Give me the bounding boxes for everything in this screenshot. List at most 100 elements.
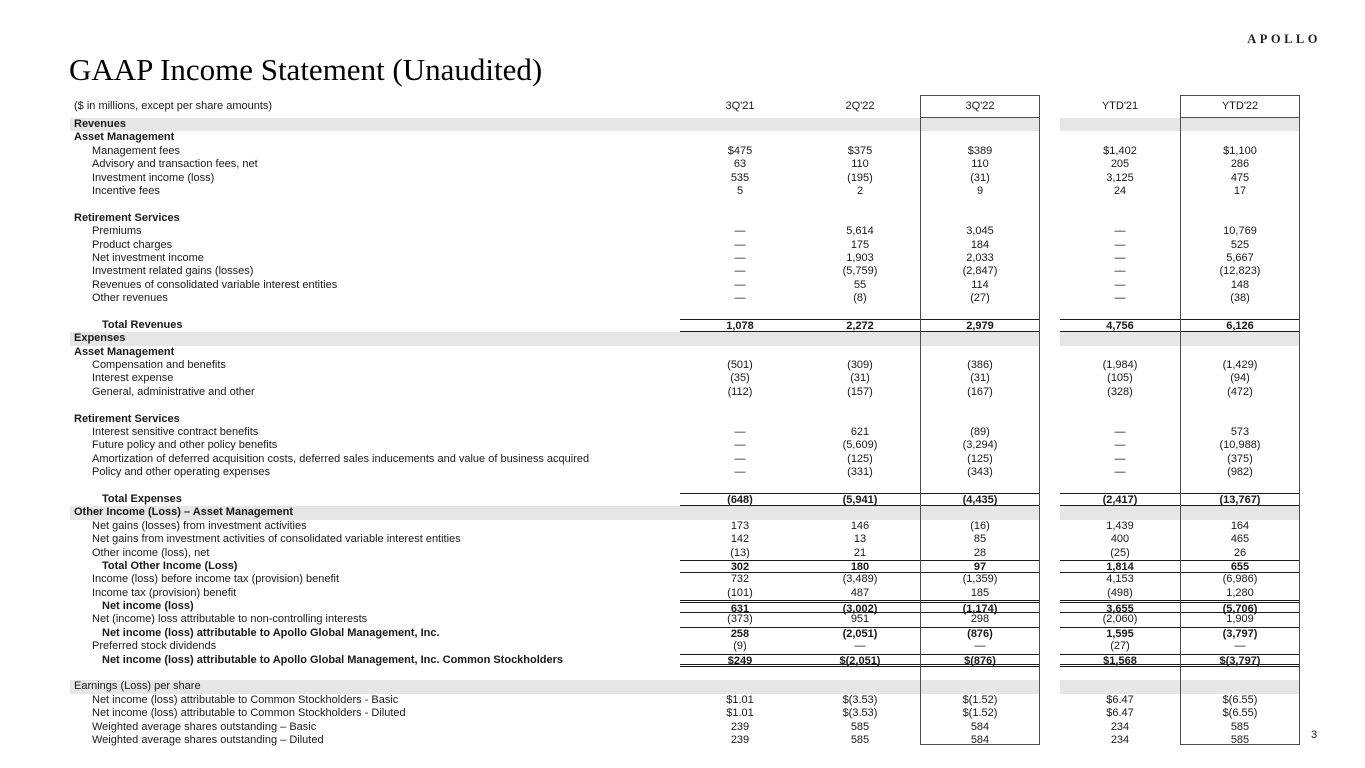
value-cell <box>1180 680 1300 694</box>
table-row: Total Revenues 1,078 2,272 2,979 4,756 6,126 <box>70 318 1300 333</box>
value-cell <box>800 667 920 680</box>
value-cell: 302 <box>680 559 800 574</box>
value-cell <box>680 680 800 694</box>
value-cell: 2,033 <box>966 251 994 264</box>
row-label: Income tax (provision) benefit <box>92 586 237 599</box>
value-cell: $(1.52) <box>962 693 998 706</box>
column-gutter <box>1040 372 1060 385</box>
value-cell <box>920 680 1040 694</box>
table-body: Revenues Asset Management Management fees $… <box>70 118 1300 747</box>
value-cell: (125) <box>967 452 993 465</box>
value-cell <box>800 332 920 346</box>
value-cell <box>1060 480 1180 493</box>
value-cell: — <box>1234 640 1246 653</box>
value-cell: — <box>734 425 746 438</box>
value-cell: 239 <box>730 720 750 733</box>
value-cell: (328) <box>1107 385 1133 398</box>
value-cell <box>680 346 800 359</box>
value-cell: 63 <box>733 158 747 171</box>
row-label: Net gains from investment activities of … <box>92 533 461 546</box>
table-row: Preferred stock dividends (9) — — (27) — <box>70 640 1300 653</box>
value-cell: (35) <box>730 372 750 385</box>
column-gutter <box>1040 707 1060 720</box>
table-row: Investment income (loss) 535 (195) (31) 3,12… <box>70 172 1300 185</box>
table-row: Management fees $475 $375 $389 $1,402 $1,100 <box>70 145 1300 158</box>
value-cell: 239 <box>730 733 750 746</box>
value-cell <box>680 506 800 520</box>
value-cell: — <box>734 452 746 465</box>
value-cell: 585 <box>850 720 870 733</box>
value-cell: 2,979 <box>920 318 1040 333</box>
value-cell: 146 <box>850 519 870 532</box>
row-label: Weighted average shares outstanding – Di… <box>92 733 324 746</box>
column-gutter <box>1040 332 1060 346</box>
column-gutter <box>1040 359 1060 372</box>
column-gutter <box>1040 426 1060 439</box>
column-gutter <box>1040 185 1060 198</box>
value-cell: 173 <box>730 519 750 532</box>
column-gutter <box>1040 640 1060 653</box>
column-gutter <box>1040 680 1060 694</box>
value-cell <box>1060 332 1180 346</box>
value-cell: 2 <box>856 184 864 197</box>
column-header-ytd21: YTD'21 <box>1101 100 1139 112</box>
value-cell <box>1180 413 1300 426</box>
value-cell: (195) <box>847 171 873 184</box>
value-cell <box>680 667 800 680</box>
value-cell: 13 <box>853 533 867 546</box>
column-gutter <box>1040 493 1060 506</box>
value-cell <box>1180 305 1300 318</box>
value-cell: $(6.55) <box>1222 707 1258 720</box>
column-gutter <box>1040 131 1060 144</box>
column-gutter <box>1040 239 1060 252</box>
column-gutter <box>1040 265 1060 278</box>
value-cell: $6.47 <box>1106 707 1134 720</box>
value-cell <box>1060 413 1180 426</box>
value-cell: (5,609) <box>842 439 878 452</box>
value-cell: (331) <box>847 466 873 479</box>
column-gutter <box>1040 145 1060 158</box>
value-cell: $6.47 <box>1106 693 1134 706</box>
value-cell <box>920 131 1040 144</box>
row-label: Weighted average shares outstanding – Ba… <box>92 720 317 733</box>
value-cell <box>920 667 1040 680</box>
table-row: Advisory and transaction fees, net 63 110 1… <box>70 158 1300 171</box>
value-cell: (6,986) <box>1222 573 1258 586</box>
value-cell: $389 <box>967 144 993 157</box>
row-label: Other revenues <box>92 292 168 305</box>
value-cell: 535 <box>730 171 750 184</box>
column-gutter <box>1040 279 1060 292</box>
value-cell: (2,051) <box>800 626 920 640</box>
value-cell: 5 <box>736 184 744 197</box>
row-label: Net income (loss) attributable to Apollo… <box>102 626 440 639</box>
table-row: Revenues of consolidated variable intere… <box>70 279 1300 292</box>
row-label: Total Revenues <box>102 318 183 331</box>
column-gutter <box>1040 654 1060 667</box>
value-cell: (373) <box>727 613 753 626</box>
value-cell: — <box>734 238 746 251</box>
value-cell: — <box>1114 251 1126 264</box>
column-gutter <box>1040 292 1060 305</box>
page-number: 3 <box>1311 729 1318 741</box>
table-row: Net investment income — 1,903 2,033 — 5,667 <box>70 252 1300 265</box>
value-cell: (375) <box>1227 452 1253 465</box>
row-label: Investment related gains (losses) <box>92 265 254 278</box>
column-gutter <box>1040 734 1060 747</box>
value-cell <box>1060 198 1180 211</box>
spacer-row <box>70 399 1300 412</box>
value-cell <box>800 506 920 520</box>
row-label: Advisory and transaction fees, net <box>92 158 258 171</box>
page-title: GAAP Income Statement (Unaudited) <box>69 52 543 87</box>
column-gutter <box>1040 252 1060 265</box>
value-cell: 631 <box>680 600 800 615</box>
value-cell <box>920 413 1040 426</box>
value-cell: (2,847) <box>962 265 998 278</box>
column-gutter <box>1040 346 1060 359</box>
table-row: Other Income (Loss) – Asset Management <box>70 506 1300 520</box>
value-cell: (3,002) <box>800 600 920 615</box>
table-row: Revenues <box>70 118 1300 132</box>
value-cell: 148 <box>1230 278 1250 291</box>
value-cell: — <box>1114 265 1126 278</box>
table-row: Other income (loss), net (13) 21 28 (25) 26 <box>70 547 1300 560</box>
